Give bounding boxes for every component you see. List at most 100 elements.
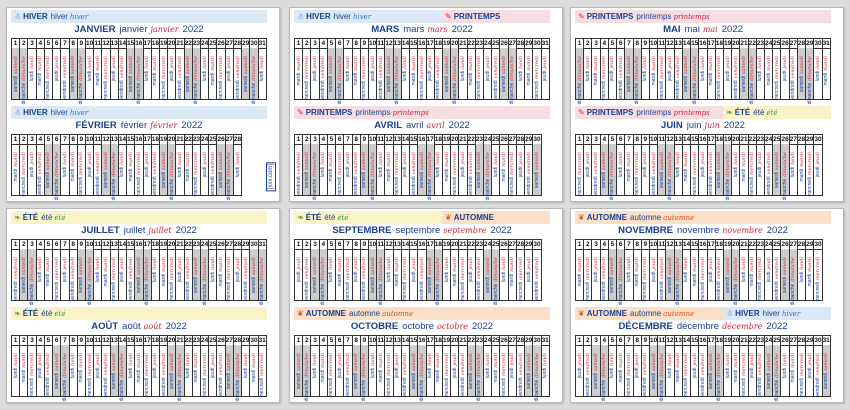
weekday-lower: samedi <box>716 172 723 189</box>
day-number: 29 <box>242 335 250 346</box>
calendar-sheet: ❧ ÉTÉ été été ❦ AUTOMNE SEPTEMBRE septembre sept… <box>289 208 563 403</box>
weekday-script: mercredi <box>103 56 110 80</box>
weekday-label: mercredimercredi <box>419 56 425 101</box>
day-column: 13 lundilundi <box>674 134 683 196</box>
season-name-upper: ÉTÉ <box>305 213 322 222</box>
day-cell: vendredivendredi <box>584 345 592 397</box>
weekday-lower: vendredi <box>658 281 665 301</box>
weekday-lower: dimanche <box>201 283 208 306</box>
day-cell: jeudijeudi <box>85 144 94 196</box>
weekday-lower: mardi <box>185 168 192 182</box>
weekday-script: jeudi <box>119 257 126 270</box>
season-band-segment: ☃ HIVER hiver hiver <box>11 106 267 119</box>
weekday-lower: samedi <box>193 277 200 294</box>
weekday-label: jeudijeudi <box>345 152 351 177</box>
weekday-lower: dimanche <box>716 379 723 402</box>
month-title: AOÛT août août 2022 <box>11 320 267 333</box>
day-column: 13 dimanchedimanche <box>674 239 683 305</box>
day-column: 18 vendredivendredi <box>151 134 160 196</box>
weekday-script: mercredi <box>78 152 85 176</box>
day-column: 27 dimanchedimanche <box>225 134 234 200</box>
day-cell: vendredivendredi <box>658 249 666 301</box>
weekday-lower: lundi <box>242 367 249 379</box>
day-cell: samedisamedi <box>625 48 633 100</box>
day-column: 25 mardimardi <box>492 335 501 397</box>
day-number: 4 <box>36 239 44 250</box>
day-column: 19 lundilundi <box>442 239 452 301</box>
weekday-lower: mardi <box>20 369 27 383</box>
weekday-label: lundilundi <box>542 353 548 378</box>
day-cell: samedisamedi <box>740 48 748 100</box>
weekday-script: vendredi <box>234 56 241 79</box>
weekday-script: vendredi <box>361 257 368 280</box>
weekday-script: mercredi <box>451 152 458 176</box>
day-grid: 1 jeudijeudi 2 vendredivendredi 3 samedisamed… <box>294 239 542 305</box>
season-name-lower: été <box>753 108 765 117</box>
weekday-script: mercredi <box>20 152 27 176</box>
weekday-script: mardi <box>70 152 77 167</box>
day-column: 15 vendredivendredi <box>127 239 136 301</box>
day-column: 10 mardimardi <box>649 38 659 100</box>
day-column: 7 lundilundi <box>61 134 70 196</box>
day-column: 27 mardimardi <box>789 335 798 397</box>
weekday-script: lundi <box>790 152 797 165</box>
weekday-lower: samedi <box>160 172 167 189</box>
day-column: 25 mercredimercredi <box>773 38 782 101</box>
day-cell: vendredivendredi <box>44 345 53 397</box>
weekday-script: jeudi <box>94 353 101 366</box>
day-number: 21 <box>459 38 467 49</box>
weekday-script: vendredi <box>468 152 475 175</box>
weekday-label: samedisamedi <box>799 56 805 92</box>
weekday-lower: mardi <box>501 168 508 182</box>
weekday-lower: jeudi <box>176 271 183 283</box>
day-number: 1 <box>576 239 584 250</box>
weekday-lower: lundi <box>234 166 241 178</box>
day-column: 15 jeudijeudi <box>691 335 700 397</box>
weekday-label: mardimardi <box>675 353 681 382</box>
weekday-lower: samedi <box>625 76 632 93</box>
day-number: 16 <box>135 134 143 145</box>
day-cell: mardimardi <box>209 48 217 100</box>
day-cell: dimanchedimanche <box>368 144 377 200</box>
day-cell: mardimardi <box>707 48 715 100</box>
day-column: 28 dimanchedimanche <box>233 335 243 401</box>
weekday-script: lundi <box>344 56 351 69</box>
weekday-script: mardi <box>12 152 19 167</box>
weekday-lower: vendredi <box>303 281 310 301</box>
day-cell: vendredivendredi <box>715 249 723 301</box>
weekday-lower: lundi <box>209 271 216 283</box>
day-number: 16 <box>699 134 707 145</box>
weekday-label: mercredimercredi <box>476 56 482 101</box>
weekday-lower: dimanche <box>658 379 665 402</box>
weekday-label: mercredimercredi <box>394 152 400 197</box>
weekday-lower: jeudi <box>484 70 491 82</box>
weekday-label: lundilundi <box>799 257 805 282</box>
day-column: 31 mardimardi <box>822 38 831 100</box>
weekday-lower: samedi <box>798 76 805 93</box>
weekday-label: mercredimercredi <box>87 353 93 398</box>
weekday-label: samedisamedi <box>370 257 376 293</box>
weekday-script: vendredi <box>584 353 591 376</box>
day-grid: 1 mercredimercredi 2 jeudijeudi 3 vendrediven… <box>575 134 823 200</box>
day-number: 31 <box>541 38 549 49</box>
weekday-script: vendredi <box>459 353 466 376</box>
weekday-lower: samedi <box>20 277 27 294</box>
weekday-script: vendredi <box>160 353 167 376</box>
day-number: 7 <box>61 134 69 145</box>
weekday-script: mardi <box>135 353 142 368</box>
weekday-lower: vendredi <box>209 176 216 196</box>
day-cell: samedisamedi <box>600 144 608 196</box>
weekday-script: mercredi <box>625 353 632 377</box>
weekday-script: vendredi <box>185 257 192 280</box>
day-cell: mercredimercredi <box>135 144 143 197</box>
weekday-lower: lundi <box>609 367 616 379</box>
day-column: 25 dimanchedimanche <box>773 335 782 401</box>
weekday-script: samedi <box>386 56 393 75</box>
day-cell: jeudijeudi <box>336 345 344 397</box>
weekday-lower: jeudi <box>757 166 764 178</box>
weekday-lower: jeudi <box>226 70 233 82</box>
weekday-script: jeudi <box>724 56 731 69</box>
weekday-lower: mercredi <box>328 378 335 398</box>
day-column: 1 samedisamedi <box>12 38 21 100</box>
day-column: 25 dimanchedimanche <box>492 239 501 305</box>
